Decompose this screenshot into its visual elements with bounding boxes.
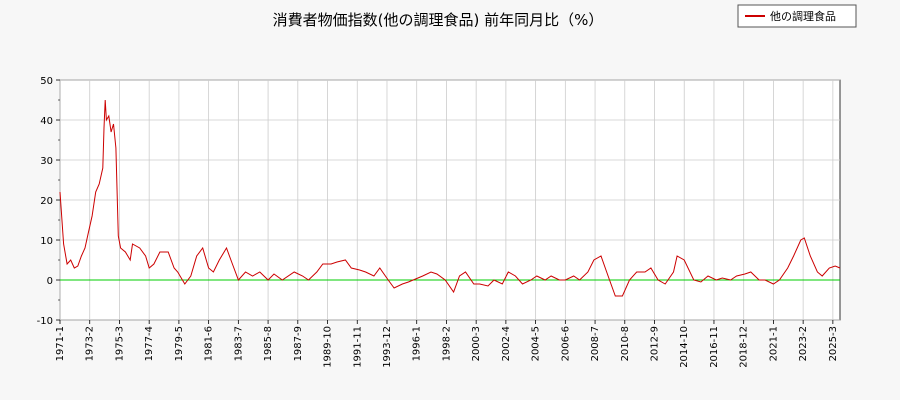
x-tick-label: 2000-3 xyxy=(471,326,482,361)
x-tick-label: 1979-5 xyxy=(174,326,185,361)
y-tick-label: 10 xyxy=(40,236,53,247)
x-tick-label: 1975-3 xyxy=(114,326,125,361)
y-tick-label: -10 xyxy=(37,316,53,327)
x-tick-label: 1989-10 xyxy=(323,326,334,368)
legend: 他の調理食品 xyxy=(737,4,857,28)
x-tick-label: 2012-9 xyxy=(650,326,661,361)
legend-label: 他の調理食品 xyxy=(770,9,836,23)
x-tick-label: 1996-1 xyxy=(412,326,423,361)
x-tick-label: 1985-8 xyxy=(263,326,274,361)
chart-title: 消費者物価指数(他の調理食品) 前年同月比（%） xyxy=(273,11,604,29)
x-tick-label: 2023-2 xyxy=(798,326,809,361)
y-tick-label: 20 xyxy=(40,196,53,207)
x-tick-label: 2010-8 xyxy=(620,326,631,361)
x-tick-label: 2025-3 xyxy=(828,326,839,361)
legend-box xyxy=(737,4,857,28)
y-tick-label: 0 xyxy=(47,276,53,287)
x-tick-label: 1971-1 xyxy=(55,326,66,361)
x-tick-label: 1973-2 xyxy=(85,326,96,361)
x-tick-label: 1981-6 xyxy=(204,326,215,361)
x-tick-label: 2018-12 xyxy=(739,326,750,368)
y-tick-label: 50 xyxy=(40,76,53,87)
series-line xyxy=(59,99,841,297)
x-tick-label: 1977-4 xyxy=(144,326,155,361)
x-tick-label: 1998-2 xyxy=(441,326,452,361)
y-tick-label: 40 xyxy=(40,116,53,127)
y-axis: -10 0 10 20 30 40 50 xyxy=(37,76,60,327)
x-tick-label: 2016-11 xyxy=(709,326,720,368)
x-tick-label: 1983-7 xyxy=(233,326,244,361)
x-tick-label: 2021-1 xyxy=(768,326,779,361)
x-tick-label: 2008-7 xyxy=(590,326,601,361)
y-tick-label: 30 xyxy=(40,156,53,167)
x-tick-label: 2014-10 xyxy=(679,326,690,368)
x-tick-label: 2004-5 xyxy=(531,326,542,361)
x-tick-label: 1987-9 xyxy=(293,326,304,361)
x-tick-label: 1993-12 xyxy=(382,326,393,368)
x-tick-label: 2002-4 xyxy=(501,326,512,361)
x-tick-label: 1991-11 xyxy=(352,326,363,368)
x-tick-label: 2006-6 xyxy=(560,326,571,361)
x-axis: 1971-1 1973-2 1975-3 1977-4 1979-5 1981-6 1983… xyxy=(55,320,839,368)
